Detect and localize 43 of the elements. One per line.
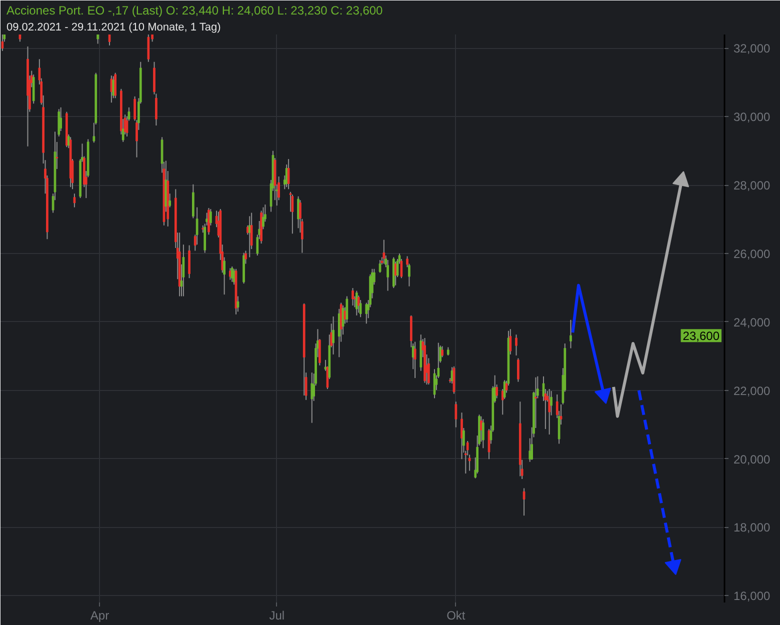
candlestick xyxy=(332,316,334,355)
y-tick-label: 16,000 xyxy=(734,589,771,604)
candlestick xyxy=(182,244,185,297)
candlestick xyxy=(260,210,262,244)
candlestick xyxy=(355,290,358,316)
chart-title: Acciones Port. EO -,17 (Last) O: 23,440 H: 24,060 L: 23,230 C: 23,600 xyxy=(6,4,384,18)
candlestick xyxy=(570,319,572,349)
candlestick xyxy=(188,244,190,279)
x-tick-label: Jul xyxy=(269,608,285,622)
y-tick-label: 20,000 xyxy=(734,452,771,466)
y-tick-label: 32,000 xyxy=(734,42,771,56)
candlestick xyxy=(192,184,194,219)
candlestick xyxy=(517,358,520,382)
candlestick xyxy=(168,193,171,208)
x-tick-label: Okt xyxy=(446,608,466,622)
candlestick xyxy=(147,34,150,62)
candlestick xyxy=(352,288,354,306)
candlestick xyxy=(386,259,389,292)
x-tick-label: Apr xyxy=(90,608,110,622)
candlestick xyxy=(515,334,518,356)
candlestick xyxy=(230,266,234,282)
candlestick xyxy=(357,295,360,314)
candlestick xyxy=(291,194,294,234)
candlestick xyxy=(548,388,551,435)
candlestick xyxy=(346,296,348,324)
candlestick xyxy=(114,72,117,99)
annotation: 23,600 xyxy=(682,329,720,344)
y-tick-label: 18,000 xyxy=(734,520,771,535)
candlestick xyxy=(96,34,99,44)
candlestick xyxy=(32,74,35,104)
y-tick-label: 28,000 xyxy=(734,178,771,193)
candlestick xyxy=(454,401,458,428)
candlestick xyxy=(482,418,484,449)
y-tick-label: 26,000 xyxy=(734,246,771,261)
candlestick xyxy=(382,239,386,264)
candlestick xyxy=(460,412,463,460)
y-tick-label: 24,000 xyxy=(734,315,771,330)
candlestick xyxy=(58,108,60,137)
y-tick-label: 22,000 xyxy=(734,384,771,398)
candlestick xyxy=(208,207,210,236)
candlestick xyxy=(297,196,300,229)
y-tick-label: 30,000 xyxy=(734,110,771,124)
chart-subtitle: 09.02.2021 - 29.11.2021 (10 Monate, 1 Tag) xyxy=(6,22,221,34)
